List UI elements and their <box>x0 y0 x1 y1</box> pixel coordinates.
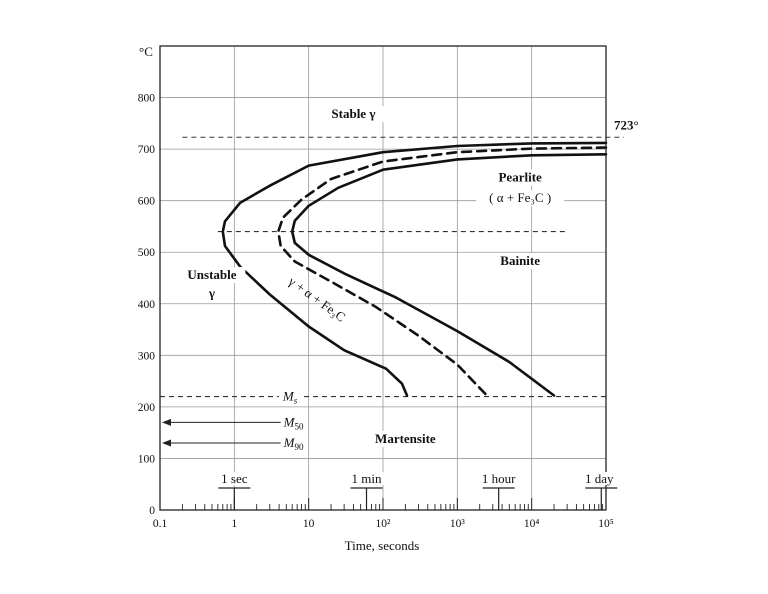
plot-frame <box>159 45 607 511</box>
martensite-arrow-head <box>162 439 171 447</box>
x-tick-label: 10² <box>376 518 392 530</box>
region-label: γ <box>208 286 215 301</box>
time-markers: 1 sec 1 min 1 hour 1 day <box>214 471 620 510</box>
time-marker-label: 1 min <box>352 471 382 486</box>
label-bg <box>178 267 246 284</box>
ms-label-bg <box>278 387 303 402</box>
y-tick-label: 500 <box>138 247 156 259</box>
pearlite-composition-label: ( α + Fe₃C ) <box>489 190 551 205</box>
time-marker-label-bg <box>214 472 255 485</box>
x-tick-label: 1 <box>231 518 237 530</box>
y-tick-label: 200 <box>138 402 156 414</box>
region-label: Unstable <box>187 267 236 282</box>
eutectoid-temperature-label: 723° <box>614 117 639 132</box>
phase-mixture-label: γ + α + Fe₃C <box>285 273 348 325</box>
label-bg <box>205 285 219 302</box>
region-label: Martensite <box>375 431 436 446</box>
y-tick-label: 800 <box>138 93 156 105</box>
transformation-curve-3 <box>290 153 608 397</box>
label-bg <box>490 253 550 270</box>
transformation-curve-1 <box>221 141 608 397</box>
time-marker-label: 1 day <box>585 471 614 486</box>
annotations: Stable γ Pearlite ( α + Fe₃C ) Bainite Unsta… <box>178 106 565 447</box>
y-tick-label: 300 <box>138 350 156 362</box>
y-tick-label: 700 <box>138 144 156 156</box>
x-axis-title: Time, seconds <box>345 538 420 553</box>
label-bg <box>320 106 387 123</box>
time-marker-label: 1 sec <box>221 471 248 486</box>
time-marker-label-bg <box>478 472 519 485</box>
time-marker-label-bg <box>579 472 620 485</box>
label-bg <box>486 169 554 186</box>
region-label: Stable γ <box>331 106 375 121</box>
y-axis-unit: °C <box>139 44 153 59</box>
x-tick-label: 10⁵ <box>598 518 614 530</box>
martensite-arrow-head <box>162 418 171 426</box>
x-tick-label: 10⁴ <box>524 518 540 530</box>
x-tick-label: 0.1 <box>153 518 168 530</box>
transformation-curve-2 <box>277 146 608 397</box>
grid <box>160 46 606 510</box>
time-marker-label: 1 hour <box>482 471 516 486</box>
axes: 0 100 200 300 400 500 600 700 800 0.1 1 10 10² 10³ 10⁴… <box>138 45 614 530</box>
x-tick-label: 10 <box>303 518 315 530</box>
martensite-level-label: M50 <box>283 414 304 431</box>
x-tick-label: 10³ <box>450 518 466 530</box>
label-bg <box>364 430 447 447</box>
y-tick-label: 0 <box>149 505 155 517</box>
label-bg <box>476 190 565 207</box>
y-tick-label: 100 <box>138 453 156 465</box>
time-marker-label-bg <box>346 472 387 485</box>
transformation-curves <box>221 141 608 397</box>
region-label: Pearlite <box>498 170 542 185</box>
y-tick-label: 600 <box>138 196 156 208</box>
y-tick-label: 400 <box>138 299 156 311</box>
martensite-level-label: M90 <box>283 435 304 452</box>
region-label: Bainite <box>500 253 540 268</box>
